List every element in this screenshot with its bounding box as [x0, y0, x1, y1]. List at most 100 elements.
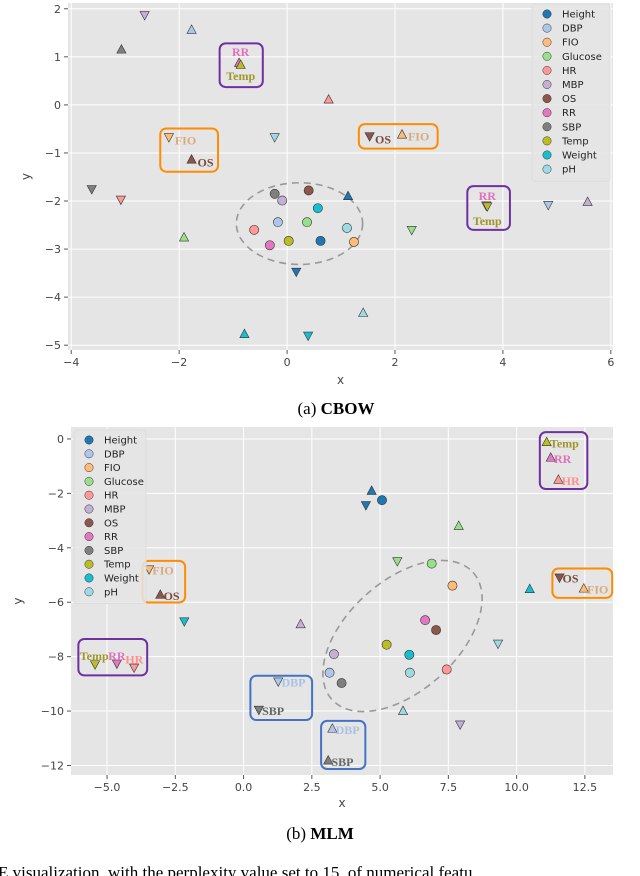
legend-label: RR — [562, 108, 576, 119]
x-tick-label: 10.0 — [504, 781, 529, 794]
point-triangle-down-hr — [115, 195, 126, 206]
point-triangle-down-glucose — [392, 557, 403, 567]
annotation-label: OS — [375, 132, 391, 146]
legend-label: pH — [104, 587, 118, 598]
legend-marker-os — [84, 518, 94, 528]
point-circle-fio — [349, 236, 359, 247]
annotation-box-orange — [159, 127, 220, 173]
point-triangle-down-temp — [482, 202, 493, 212]
x-axis-label: x — [338, 796, 345, 810]
legend-label: DBP — [104, 449, 125, 460]
legend-marker-mbp — [542, 80, 552, 89]
point-triangle-up-fio — [396, 129, 408, 139]
point-triangle-up-glucose — [453, 520, 464, 530]
annotation-label: SBP — [331, 755, 353, 769]
point-triangle-down-ph — [269, 133, 280, 143]
legend-marker-dbp — [542, 23, 552, 33]
point-triangle-down-dbp — [273, 677, 284, 688]
annotation-label: FIO — [408, 130, 429, 144]
y-tick-label: −1 — [45, 147, 61, 160]
point-triangle-down-os — [364, 132, 375, 142]
annotation-box-orange — [357, 123, 439, 150]
point-triangle-down-height — [360, 501, 371, 511]
figure-caption-text: E visualization, with the perplexity val… — [0, 863, 473, 876]
x-tick-label: 7.5 — [440, 781, 458, 794]
legend-marker-fio — [542, 37, 552, 47]
legend-label: Height — [104, 436, 137, 447]
point-triangle-up-temp — [235, 59, 246, 69]
legend-label: Height — [562, 10, 595, 21]
legend-marker-height — [84, 435, 94, 445]
legend-marker-temp — [84, 559, 94, 569]
point-triangle-up-hr — [553, 474, 564, 484]
caption-b: (b) MLM — [286, 824, 354, 843]
plot-background — [68, 3, 613, 350]
annotation-label: FIO — [152, 563, 173, 577]
point-circle-hr — [249, 224, 260, 235]
point-circle-ph — [404, 667, 415, 678]
legend-label: FIO — [562, 38, 579, 49]
point-circle-glucose — [302, 217, 312, 228]
y-tick-label: −3 — [45, 243, 61, 256]
point-triangle-down-os — [554, 573, 565, 584]
x-tick-label: 5.0 — [371, 781, 389, 794]
x-tick-label: −2.5 — [162, 781, 189, 794]
point-circle-temp — [283, 236, 294, 246]
point-circle-hr — [441, 664, 452, 675]
x-tick-label: 2 — [392, 356, 399, 369]
legend-marker-weight — [84, 573, 94, 583]
x-tick-label: −5.0 — [94, 781, 121, 794]
annotation-label: RR — [232, 45, 250, 59]
point-triangle-up-sbp — [116, 43, 127, 54]
x-tick-label: −4 — [63, 356, 79, 369]
point-circle-temp — [381, 639, 392, 650]
legend-marker-mbp — [84, 504, 94, 514]
annotation-label: DBP — [282, 675, 306, 689]
legend-marker-sbp — [542, 122, 552, 132]
annotation-label: OS — [562, 572, 578, 586]
point-triangle-up-height — [366, 485, 377, 495]
legend-label: OS — [104, 518, 118, 529]
point-triangle-down-glucose — [406, 226, 417, 236]
y-tick-label: −2 — [48, 487, 64, 500]
point-triangle-up-dbp — [327, 723, 338, 733]
y-tick-label: 0 — [54, 99, 61, 112]
annotation-box-purple — [466, 185, 511, 231]
point-circle-weight — [312, 203, 323, 214]
legend-marker-glucose — [542, 51, 552, 61]
legend-label: Temp — [103, 560, 131, 571]
point-triangle-down-mbp — [454, 720, 466, 731]
legend-marker-rr — [84, 532, 94, 542]
x-tick-label: 0.0 — [235, 781, 253, 794]
point-triangle-up-weight — [524, 583, 535, 593]
annotation-label: Temp — [226, 69, 255, 83]
x-tick-label: 6 — [607, 356, 614, 369]
point-triangle-down-height — [291, 267, 302, 278]
point-triangle-up-mbp — [582, 196, 593, 206]
point-triangle-up-rr — [545, 452, 556, 462]
legend-marker-sbp — [84, 545, 94, 555]
point-triangle-up-os — [155, 589, 166, 599]
y-tick-label: −6 — [48, 596, 64, 609]
legend-label: Temp — [561, 136, 589, 147]
point-triangle-up-glucose — [178, 231, 190, 242]
plot-background — [71, 427, 613, 775]
legend-label: DBP — [562, 24, 583, 35]
legend-label: Glucose — [104, 477, 144, 488]
point-circle-mbp — [277, 195, 288, 206]
legend-marker-dbp — [84, 449, 94, 459]
annotation-label: Temp — [80, 649, 109, 663]
legend-marker-hr — [84, 490, 94, 500]
point-triangle-down-fio — [143, 565, 155, 575]
point-circle-dbp — [273, 217, 283, 228]
legend-label: MBP — [562, 80, 584, 91]
y-axis-label: y — [11, 597, 25, 604]
point-circle-ph — [342, 223, 352, 233]
legend-marker-temp — [542, 136, 552, 146]
legend: Height DBP FIO Glucose HR MBP OS RR SBP Temp Weigh… — [531, 3, 611, 182]
point-triangle-down-temp — [89, 660, 101, 670]
point-circle-os — [303, 185, 314, 196]
annotation-label: FIO — [587, 583, 608, 597]
y-tick-label: −4 — [45, 291, 61, 304]
